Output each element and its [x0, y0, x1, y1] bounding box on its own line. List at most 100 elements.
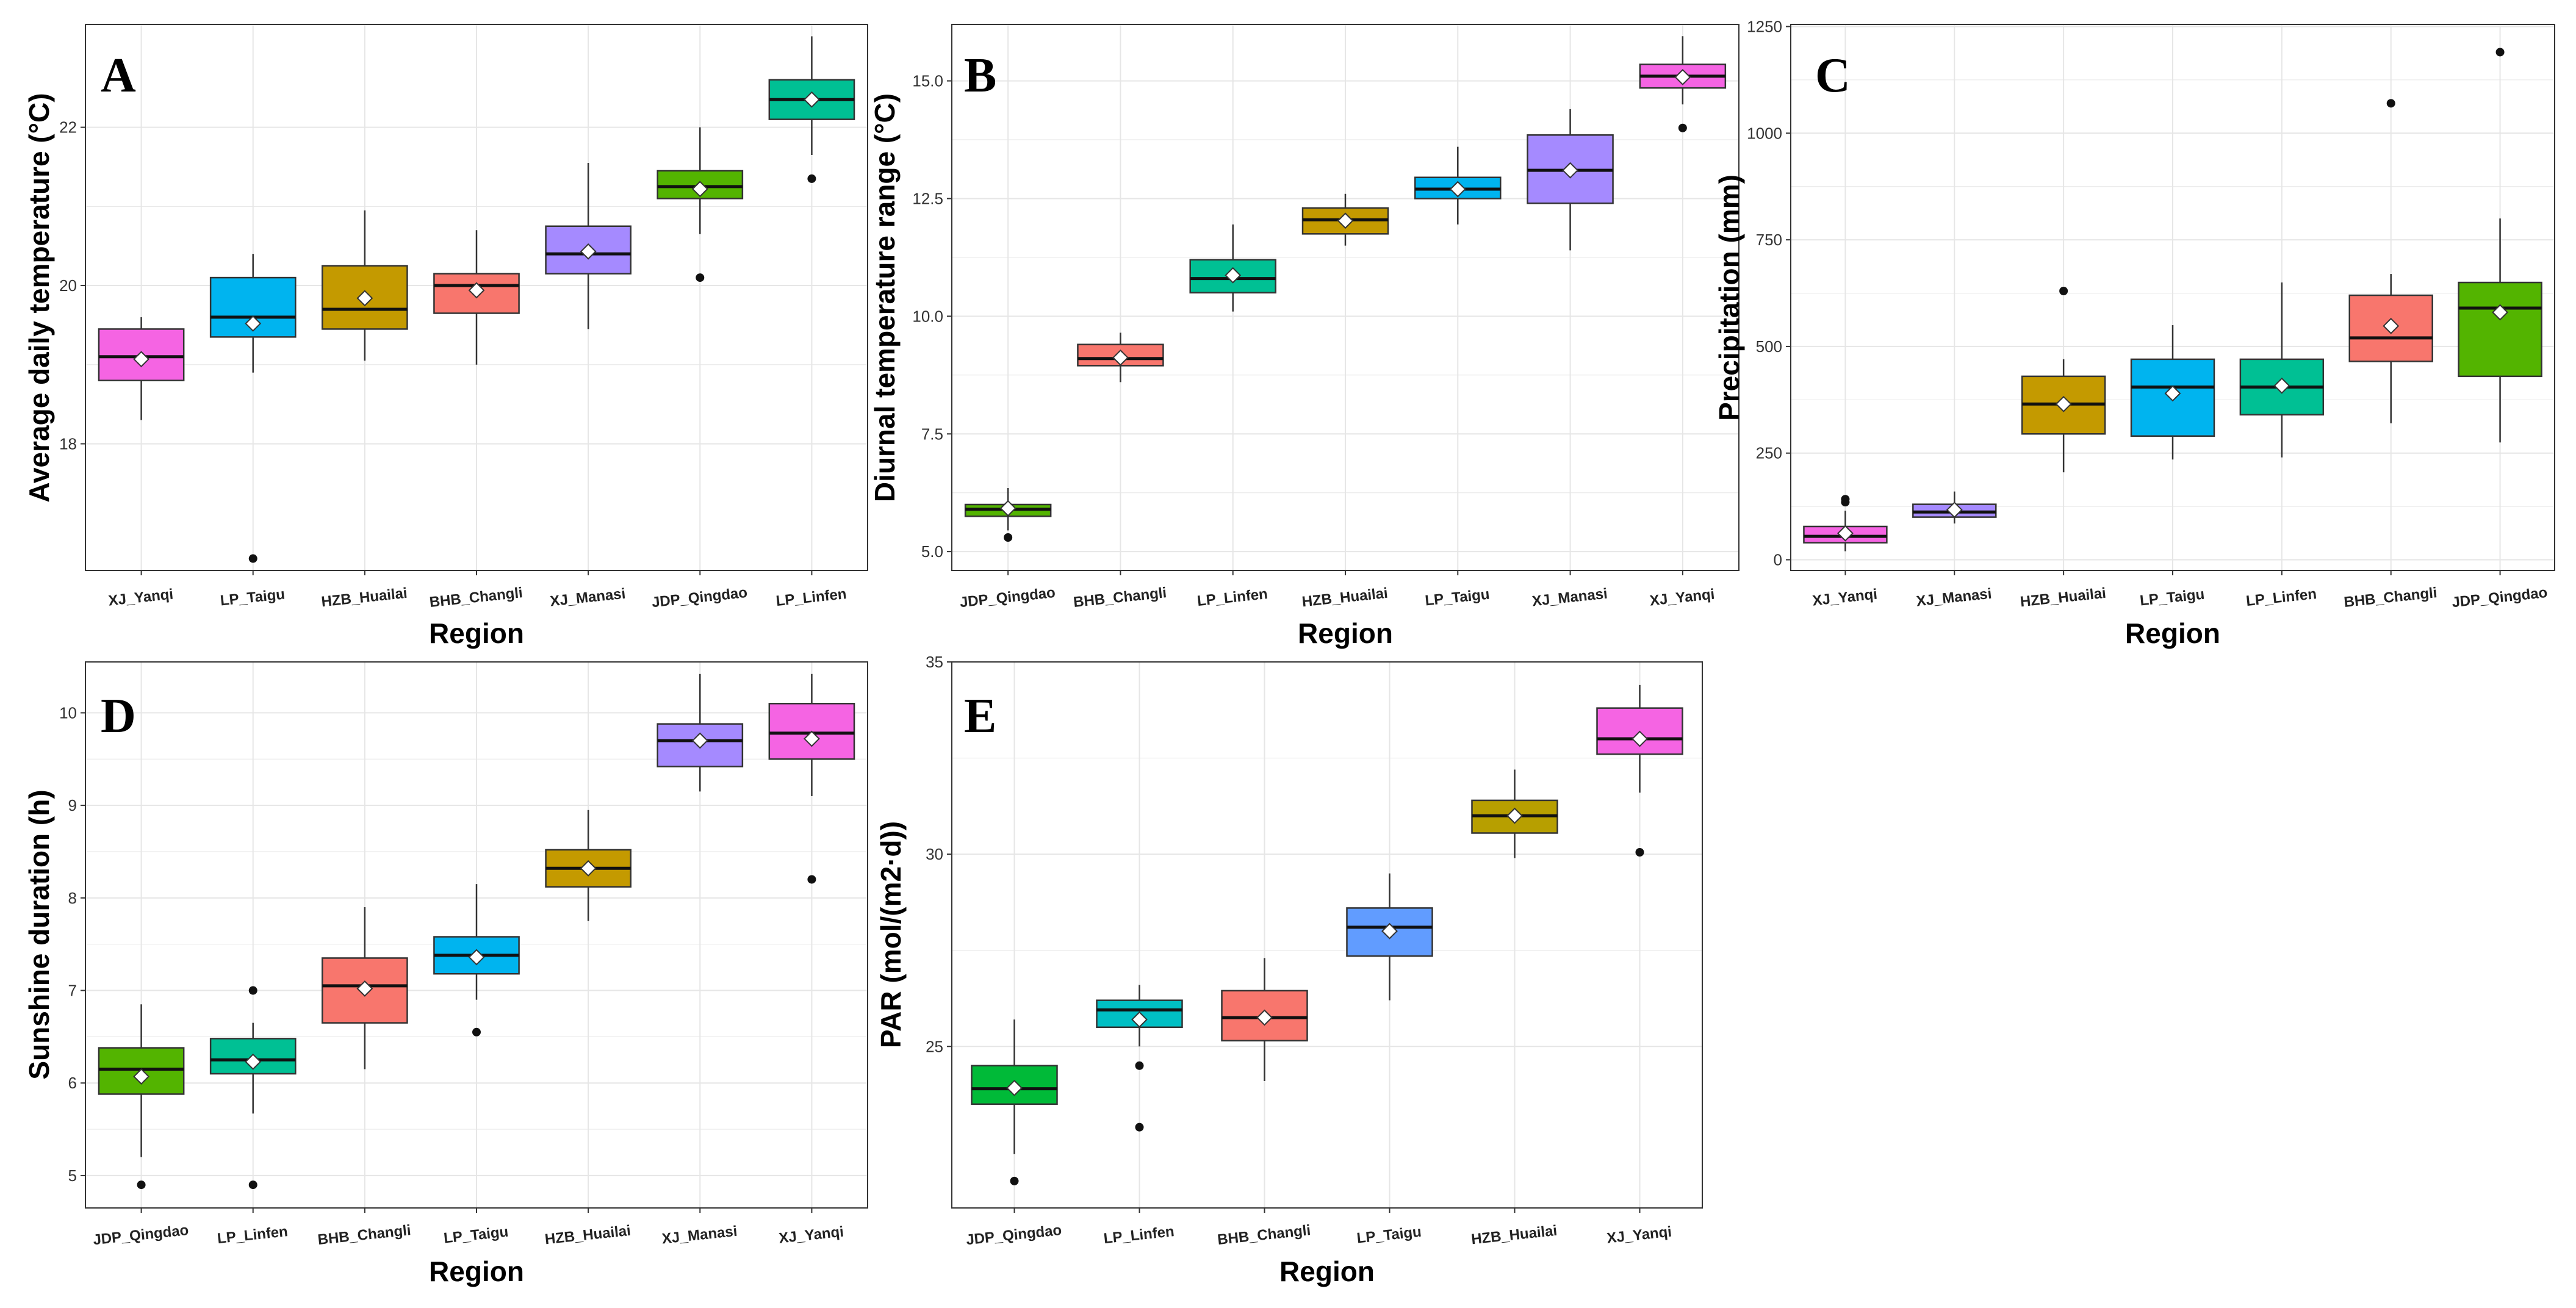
- box-LP_Taigu: [1414, 146, 1502, 225]
- box-body: [2348, 294, 2433, 362]
- panel-frame: [951, 24, 1740, 571]
- mean-marker: [580, 243, 597, 260]
- y-axis-title: PAR (mol/(m2·d)): [875, 821, 907, 1048]
- y-tick-label: 6: [68, 1074, 77, 1092]
- box-XJ_Manasi: [657, 674, 744, 792]
- box-BHB_Changli: [433, 230, 520, 365]
- box-BHB_Changli: [322, 907, 408, 1069]
- box-HZB_Huailai: [1471, 769, 1558, 858]
- y-tick-label: 18: [59, 434, 77, 453]
- y-tick-label: 12.5: [912, 189, 943, 207]
- box-body: [209, 276, 297, 338]
- mean-marker: [468, 949, 485, 966]
- x-axis-title: Region: [1298, 617, 1393, 649]
- y-tick-label: 10.0: [912, 307, 943, 325]
- box-HZB_Huailai: [545, 810, 631, 921]
- panel-frame: [85, 24, 868, 571]
- x-axis-title: Region: [1279, 1256, 1375, 1287]
- y-tick-label: 30: [926, 845, 943, 863]
- panel-frame: [951, 661, 1703, 1209]
- y-tick-label: 9: [68, 796, 77, 814]
- box-LP_Taigu: [1346, 873, 1433, 1001]
- y-tick-label: 22: [59, 118, 77, 137]
- mean-marker: [999, 500, 1016, 517]
- y-axis-title: Diurnal temperature range (°C): [869, 93, 901, 502]
- panel-label: B: [964, 49, 996, 102]
- y-tick-label: 0: [1774, 551, 1782, 569]
- outlier-point: [1135, 1123, 1144, 1132]
- mean-marker: [2492, 304, 2508, 321]
- box-BHB_Changli: [1077, 332, 1164, 383]
- mean-marker: [1837, 525, 1854, 542]
- x-axis-title: Region: [2125, 617, 2220, 649]
- mean-marker: [2383, 317, 2400, 334]
- box-LP_Linfen: [209, 986, 297, 1190]
- outlier-point: [1010, 1176, 1019, 1185]
- box-XJ_Yanqi: [1639, 36, 1727, 132]
- panel-label: D: [101, 689, 136, 743]
- mean-marker: [1131, 1011, 1148, 1028]
- panel-label: A: [101, 49, 136, 102]
- y-tick-label: 500: [1756, 337, 1782, 356]
- y-tick-label: 35: [926, 653, 943, 671]
- mean-marker: [804, 91, 820, 108]
- box-LP_Taigu: [2130, 325, 2215, 460]
- mean-marker: [133, 1068, 149, 1085]
- box-LP_Linfen: [1189, 224, 1276, 312]
- box-JDP_Qingdao: [971, 1019, 1058, 1185]
- mean-marker: [1337, 212, 1354, 229]
- box-LP_Taigu: [209, 254, 297, 563]
- panel-label: C: [1815, 49, 1851, 102]
- box-XJ_Yanqi: [1596, 685, 1683, 857]
- outlier-point: [807, 174, 816, 183]
- box-XJ_Manasi: [1527, 109, 1614, 251]
- mean-marker: [245, 1053, 262, 1070]
- y-axis-title: Average daily temperature (°C): [23, 93, 55, 502]
- mean-marker: [133, 351, 149, 368]
- mean-marker: [1946, 501, 1963, 519]
- outlier-point: [1635, 847, 1644, 857]
- y-axis-title: Sunshine duration (h): [23, 789, 55, 1079]
- y-tick-label: 7: [68, 982, 77, 1000]
- mean-marker: [580, 860, 597, 877]
- x-axis-title: Region: [429, 1256, 524, 1287]
- box-LP_Linfen: [2239, 282, 2325, 458]
- mean-marker: [2055, 395, 2072, 412]
- panel-label: E: [964, 689, 996, 743]
- mean-marker: [1112, 349, 1129, 366]
- box-LP_Linfen: [768, 36, 855, 183]
- outlier-point: [1135, 1061, 1144, 1070]
- y-tick-label: 750: [1756, 231, 1782, 249]
- outlier-point: [1004, 533, 1013, 542]
- mean-marker: [1632, 730, 1648, 747]
- mean-marker: [1381, 922, 1398, 940]
- box-HZB_Huailai: [322, 210, 408, 361]
- outlier-point: [248, 1180, 257, 1190]
- mean-marker: [804, 730, 820, 747]
- mean-marker: [1506, 807, 1523, 824]
- mean-marker: [691, 732, 708, 749]
- y-tick-label: 250: [1756, 444, 1782, 462]
- mean-marker: [691, 181, 708, 198]
- box-XJ_Manasi: [1912, 491, 1997, 524]
- mean-marker: [245, 315, 262, 332]
- box-JDP_Qingdao: [964, 487, 1052, 542]
- box-JDP_Qingdao: [657, 127, 744, 282]
- y-axis-title: Precipitation (mm): [1713, 174, 1745, 421]
- outlier-point: [1841, 495, 1850, 504]
- mean-marker: [356, 980, 373, 997]
- outlier-point: [696, 273, 705, 282]
- mean-marker: [1256, 1009, 1273, 1026]
- mean-marker: [1449, 181, 1466, 198]
- mean-marker: [1225, 267, 1242, 284]
- y-tick-label: 5.0: [921, 542, 943, 561]
- box-BHB_Changli: [1221, 958, 1308, 1082]
- x-axis-title: Region: [429, 617, 524, 649]
- mean-marker: [2164, 385, 2181, 402]
- box-LP_Taigu: [433, 884, 520, 1037]
- y-tick-label: 25: [926, 1037, 943, 1055]
- mean-marker: [1006, 1079, 1023, 1096]
- outlier-point: [472, 1027, 481, 1037]
